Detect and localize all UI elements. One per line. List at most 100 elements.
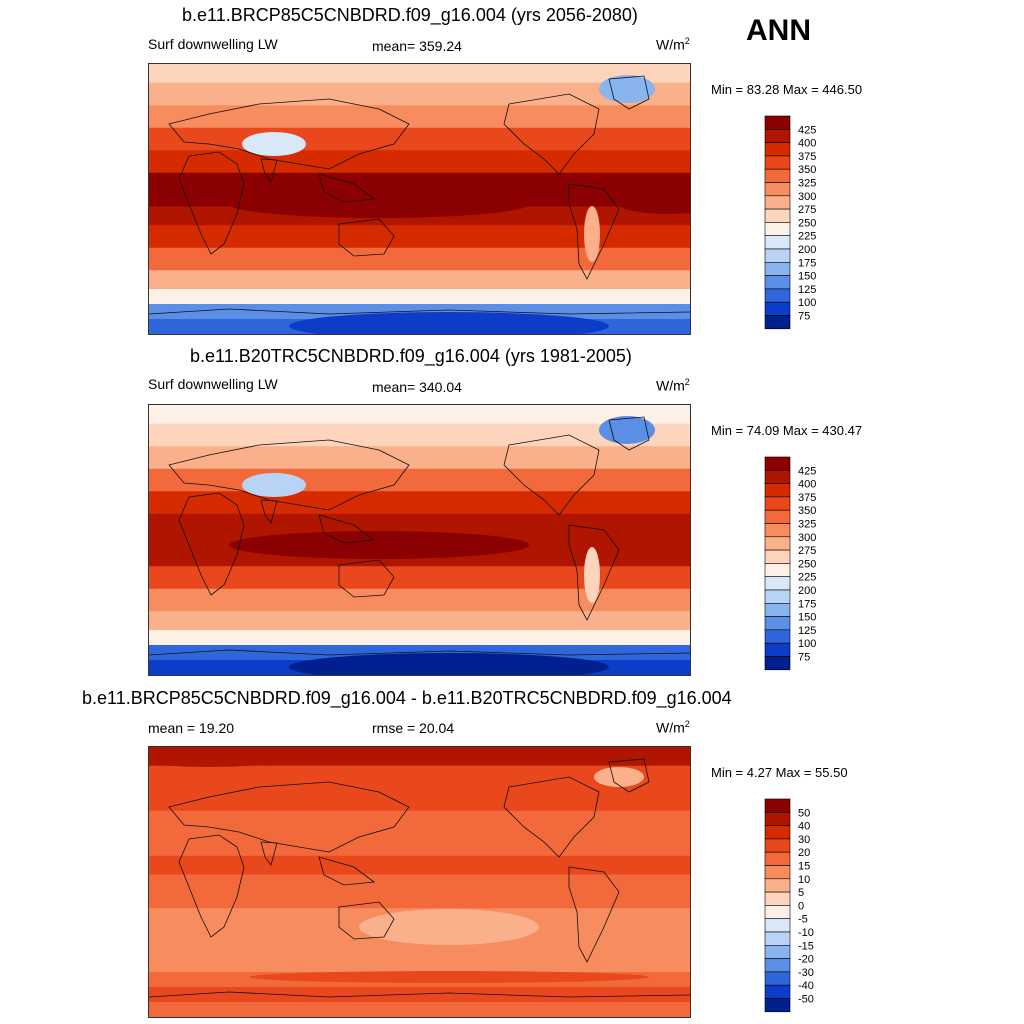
colorbar-swatch xyxy=(764,918,791,933)
panel-2-minmax: Min = 74.09 Max = 430.47 xyxy=(711,423,863,438)
colorbar-tick-label: 425 xyxy=(798,124,816,136)
colorbar-swatch xyxy=(764,603,791,617)
panel-1-map xyxy=(148,63,691,335)
zonal-band xyxy=(149,64,690,84)
colorbar-tick-label: -40 xyxy=(798,980,814,992)
colorbar-tick-label: 20 xyxy=(798,847,810,859)
zonal-band xyxy=(149,247,690,271)
colorbar-swatch xyxy=(764,523,791,538)
colorbar-tick-label: 150 xyxy=(798,612,816,624)
colorbar-swatch xyxy=(764,222,791,237)
zonal-band xyxy=(149,423,690,447)
coastline xyxy=(168,781,410,853)
coastline xyxy=(568,524,620,621)
colorbar-tick-label: 375 xyxy=(798,492,816,504)
colorbar-swatch xyxy=(764,971,791,986)
colorbar-tick-label: 5 xyxy=(798,887,804,899)
colorbar-tick-label: 250 xyxy=(798,558,816,570)
colorbar-tick-label: 50 xyxy=(798,807,810,819)
zonal-band xyxy=(149,82,690,106)
colorbar-swatch xyxy=(764,958,791,973)
south-pacific-small-change xyxy=(359,909,539,945)
coastline xyxy=(608,75,650,110)
coastline xyxy=(568,866,620,963)
colorbar-tick-label: 75 xyxy=(798,652,810,664)
colorbar-tick-label: 200 xyxy=(798,244,816,256)
colorbar-swatch xyxy=(764,931,791,946)
zonal-band xyxy=(149,513,690,533)
colorbar-tick-label: -15 xyxy=(798,940,814,952)
panel-1-mean-label: mean= 359.24 xyxy=(372,38,462,54)
colorbar-tick-label: 300 xyxy=(798,191,816,203)
colorbar-tick-label: 250 xyxy=(798,217,816,229)
colorbar-swatch xyxy=(764,275,791,290)
colorbar-tick-label: 40 xyxy=(798,821,810,833)
colorbar-swatch xyxy=(764,262,791,276)
colorbar-tick-label: 0 xyxy=(798,900,804,912)
coastline xyxy=(608,416,650,451)
colorbar-swatch xyxy=(764,496,791,511)
colorbar-tick-label: 125 xyxy=(798,284,816,296)
colorbar-tick-label: -20 xyxy=(798,954,814,966)
colorbar-tick-label: 15 xyxy=(798,861,810,873)
colorbar-swatch xyxy=(764,301,791,316)
panel-2-map xyxy=(148,404,691,676)
colorbar-tick-label: 300 xyxy=(798,532,816,544)
colorbar-tick-label: -10 xyxy=(798,927,814,939)
colorbar-swatch xyxy=(764,812,791,826)
warm-pool xyxy=(229,190,529,218)
colorbar-swatch xyxy=(764,878,791,893)
zonal-band xyxy=(149,289,690,305)
colorbar-tick-label: 325 xyxy=(798,178,816,190)
atlantic-warm xyxy=(619,194,690,214)
zonal-band xyxy=(149,1002,690,1017)
coastline xyxy=(149,308,690,315)
colorbar-tick-label: 175 xyxy=(798,598,816,610)
colorbar-tick-label: -30 xyxy=(798,967,814,979)
zonal-band xyxy=(149,588,690,612)
colorbar-tick-label: 375 xyxy=(798,151,816,163)
colorbar-swatch xyxy=(764,315,791,330)
panel-3-title: b.e11.BRCP85C5CNBDRD.f09_g16.004 - b.e11… xyxy=(82,688,732,708)
colorbar-swatch xyxy=(764,998,791,1013)
colorbar-swatch xyxy=(764,838,791,853)
colorbar-swatch xyxy=(764,115,791,130)
colorbar-swatch xyxy=(764,168,791,183)
colorbar-tick-label: 225 xyxy=(798,231,816,243)
panel-1-minmax: Min = 83.28 Max = 446.50 xyxy=(711,82,863,97)
coastline xyxy=(178,834,245,938)
zonal-band xyxy=(149,150,690,174)
colorbar-swatch xyxy=(764,288,791,303)
panel-3-map xyxy=(148,746,691,1018)
zonal-band xyxy=(149,491,690,515)
panel-1-colorbar: 425 400 375 350 325 300 275 250 225 200 175 150 125 1… xyxy=(764,115,825,330)
panel-1-variable-label: Surf downwelling LW xyxy=(148,36,278,52)
zonal-band xyxy=(149,405,690,425)
antarctic-interior xyxy=(289,653,609,675)
coastline xyxy=(178,151,245,255)
colorbar-swatch xyxy=(764,182,791,197)
coastline xyxy=(260,499,278,524)
colorbar-swatch xyxy=(764,142,791,157)
tibetan-plateau-cold xyxy=(242,473,306,497)
colorbar-swatch xyxy=(764,155,791,170)
zonal-band xyxy=(149,611,690,631)
coastline xyxy=(149,649,690,656)
panel-1-map-svg xyxy=(149,64,690,334)
colorbar-swatch xyxy=(764,563,791,578)
colorbar-swatch xyxy=(764,248,791,263)
season-label: ANN xyxy=(746,14,811,47)
zonal-band xyxy=(149,889,690,909)
colorbar-tick-label: 400 xyxy=(798,479,816,491)
colorbar-tick-label: 125 xyxy=(798,625,816,637)
colorbar-tick-label: -50 xyxy=(798,994,814,1006)
panel-2-variable-label: Surf downwelling LW xyxy=(148,376,278,392)
colorbar-swatch xyxy=(764,483,791,498)
colorbar-swatch xyxy=(764,195,791,210)
colorbar-tick-label: 275 xyxy=(798,545,816,557)
antarctic-interior xyxy=(289,312,609,334)
zonal-band xyxy=(149,987,690,1003)
colorbar-swatch xyxy=(764,891,791,906)
zonal-band xyxy=(149,270,690,290)
colorbar-tick-label: 200 xyxy=(798,585,816,597)
